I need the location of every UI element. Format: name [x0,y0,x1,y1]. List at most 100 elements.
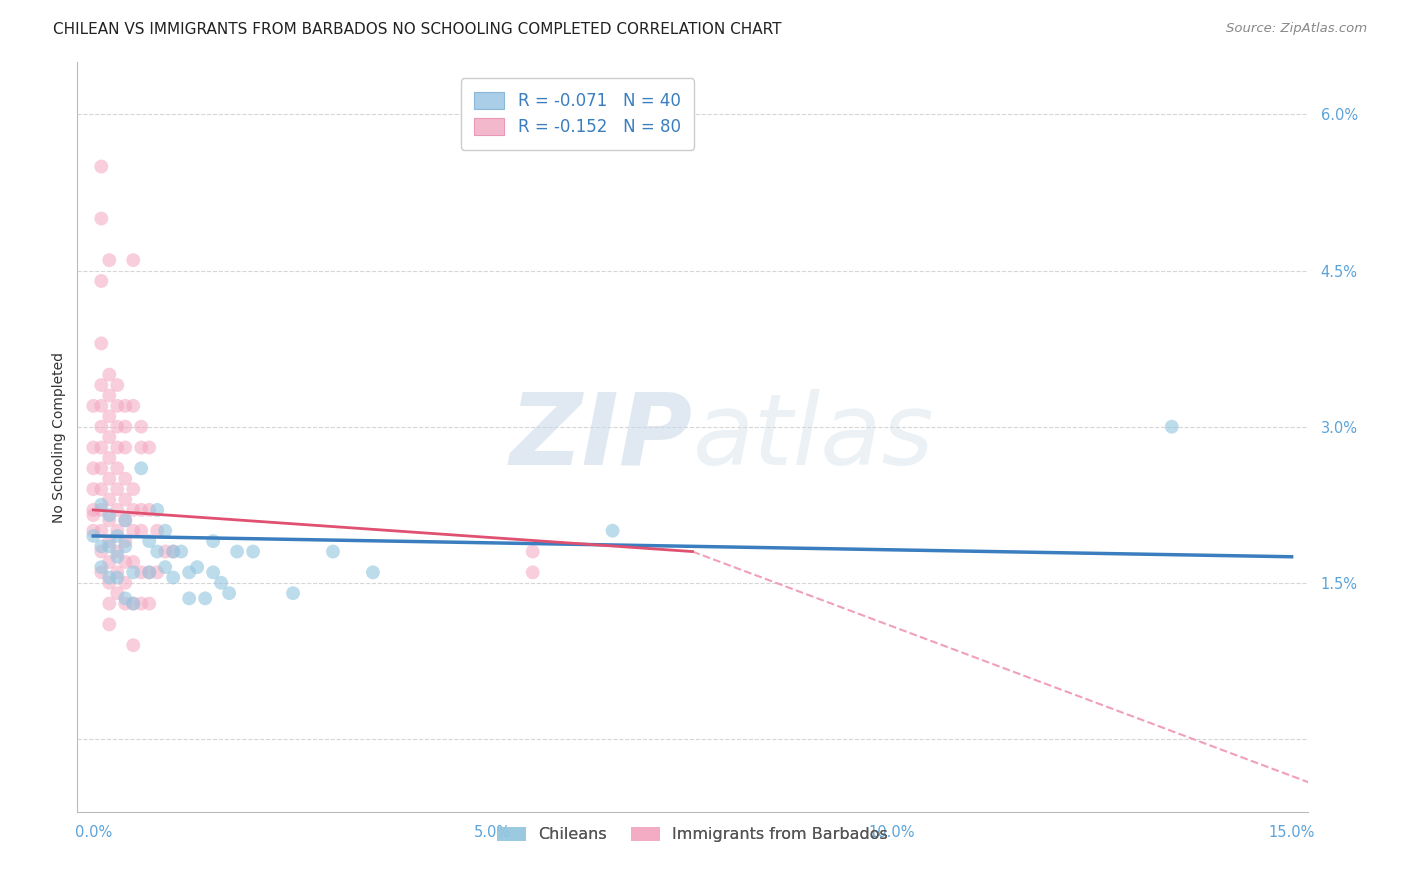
Point [114,419,136,434]
Point [122,555,145,569]
Point [105,503,128,517]
Point [170,544,193,558]
Point [281,586,304,600]
Point [194,591,217,606]
Y-axis label: No Schooling Completed: No Schooling Completed [52,351,66,523]
Point [114,534,136,549]
Point [602,524,624,538]
Point [129,419,152,434]
Point [98,571,121,585]
Point [114,472,136,486]
Point [155,524,177,538]
Point [82,461,104,475]
Point [98,409,121,424]
Point [98,597,121,611]
Text: Source: ZipAtlas.com: Source: ZipAtlas.com [1226,22,1367,36]
Point [90,539,112,553]
Point [138,503,160,517]
Point [82,482,104,496]
Point [146,524,169,538]
Point [122,524,145,538]
Point [138,566,160,580]
Point [105,524,128,538]
Point [114,591,136,606]
Point [105,441,128,455]
Point [155,560,177,574]
Point [90,461,112,475]
Point [129,461,152,475]
Point [82,524,104,538]
Point [82,399,104,413]
Point [129,524,152,538]
Point [90,160,112,174]
Point [98,472,121,486]
Point [522,566,544,580]
Point [122,482,145,496]
Text: CHILEAN VS IMMIGRANTS FROM BARBADOS NO SCHOOLING COMPLETED CORRELATION CHART: CHILEAN VS IMMIGRANTS FROM BARBADOS NO S… [53,22,782,37]
Point [114,399,136,413]
Point [90,441,112,455]
Point [202,566,225,580]
Point [138,441,160,455]
Point [98,368,121,382]
Point [82,529,104,543]
Point [146,503,169,517]
Point [105,544,128,558]
Point [122,253,145,268]
Point [162,544,184,558]
Point [82,508,104,523]
Point [90,524,112,538]
Point [105,461,128,475]
Point [179,566,201,580]
Point [1160,419,1182,434]
Point [98,492,121,507]
Point [105,529,128,543]
Point [129,441,152,455]
Point [90,566,112,580]
Point [98,539,121,553]
Point [122,597,145,611]
Point [98,617,121,632]
Point [90,482,112,496]
Point [90,274,112,288]
Point [242,544,264,558]
Point [122,566,145,580]
Point [162,571,184,585]
Legend: Chileans, Immigrants from Barbados: Chileans, Immigrants from Barbados [491,821,894,848]
Point [226,544,249,558]
Point [98,555,121,569]
Point [186,560,208,574]
Point [129,597,152,611]
Point [98,534,121,549]
Point [146,544,169,558]
Point [114,539,136,553]
Point [114,513,136,527]
Point [90,399,112,413]
Point [105,482,128,496]
Point [90,419,112,434]
Point [138,534,160,549]
Point [122,597,145,611]
Point [105,419,128,434]
Point [114,597,136,611]
Point [90,211,112,226]
Point [82,503,104,517]
Point [98,450,121,465]
Point [322,544,344,558]
Point [114,575,136,590]
Point [98,253,121,268]
Point [90,503,112,517]
Point [122,638,145,652]
Text: ZIP: ZIP [509,389,693,485]
Text: atlas: atlas [693,389,934,485]
Point [218,586,240,600]
Point [98,430,121,444]
Point [138,566,160,580]
Point [114,513,136,527]
Point [162,544,184,558]
Point [105,586,128,600]
Point [209,575,232,590]
Point [82,441,104,455]
Point [122,503,145,517]
Point [90,560,112,574]
